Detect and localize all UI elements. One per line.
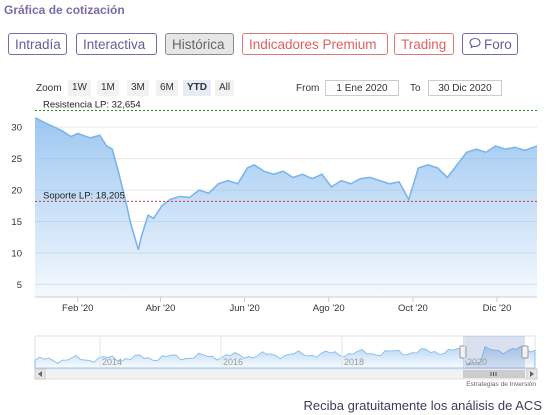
scroll-right-arrow-icon bbox=[530, 371, 534, 377]
zoom-button-6m[interactable]: 6M bbox=[156, 80, 178, 96]
chat-bubble-icon bbox=[469, 34, 481, 56]
x-tick-label: Abr '20 bbox=[146, 303, 176, 314]
price-area bbox=[35, 117, 537, 297]
scrollbar-thumb[interactable] bbox=[463, 370, 525, 378]
support-label: Soporte LP: 18,205 bbox=[43, 190, 125, 201]
tab-intradia[interactable]: Intradía bbox=[8, 33, 67, 55]
scrollbar-grip-icon bbox=[490, 372, 497, 376]
from-date-input[interactable]: 1 Ene 2020 bbox=[325, 80, 399, 96]
zoom-button-3m[interactable]: 3M bbox=[127, 80, 149, 96]
scrollbar[interactable] bbox=[34, 368, 538, 380]
zoom-button-1w[interactable]: 1W bbox=[68, 80, 91, 96]
x-tick-label: Ago '20 bbox=[313, 303, 345, 314]
navigator-area bbox=[34, 345, 536, 369]
price-chart: 5 10 15 20 25 30 Resistencia LP: 32,654 Soport… bbox=[11, 99, 538, 388]
y-tick-label: 15 bbox=[11, 217, 22, 228]
footer-cta-link[interactable]: Reciba gratuitamente los análisis de ACS bbox=[303, 398, 542, 413]
navigator-year-label: 2014 bbox=[102, 357, 122, 367]
y-tick-label: 20 bbox=[11, 186, 22, 197]
tab-foro[interactable]: Foro bbox=[462, 33, 518, 55]
x-tick-label: Dic '20 bbox=[483, 303, 512, 314]
navigator[interactable]: 2014 2016 2018 2020 bbox=[34, 335, 536, 370]
tab-trading[interactable]: Trading bbox=[394, 33, 454, 55]
tab-historica[interactable]: Histórica bbox=[165, 33, 234, 55]
to-label: To bbox=[410, 83, 421, 94]
navigator-year-label: 2018 bbox=[344, 357, 364, 367]
x-tick-label: Oct '20 bbox=[398, 303, 428, 314]
zoom-button-ytd[interactable]: YTD bbox=[183, 80, 211, 96]
resistance-label: Resistencia LP: 32,654 bbox=[43, 99, 141, 110]
y-tick-label: 25 bbox=[11, 154, 22, 165]
navigator-selection[interactable] bbox=[463, 336, 525, 369]
tab-interactiva[interactable]: Interactiva bbox=[76, 33, 157, 55]
tab-foro-label: Foro bbox=[484, 37, 512, 52]
y-tick-label: 5 bbox=[17, 280, 22, 291]
chart-credit[interactable]: Estrategias de Inversión bbox=[466, 381, 536, 388]
to-date-input[interactable]: 30 Dic 2020 bbox=[428, 80, 502, 96]
y-tick-label: 30 bbox=[11, 123, 22, 134]
scroll-left-arrow-icon bbox=[38, 371, 42, 377]
x-tick-label: Jun '20 bbox=[229, 303, 259, 314]
scrollbar-track[interactable] bbox=[34, 368, 538, 380]
navigator-right-handle[interactable] bbox=[521, 345, 529, 359]
navigator-year-label: 2016 bbox=[223, 357, 243, 367]
navigator-year-label: 2020 bbox=[467, 357, 487, 367]
zoom-label: Zoom bbox=[36, 83, 62, 94]
price-line bbox=[34, 116, 538, 251]
from-label: From bbox=[296, 83, 320, 94]
chart-section-title: Gráfica de cotización bbox=[4, 3, 125, 17]
range-selector: Zoom 1W 1M 3M 6M YTD All From 1 Ene 2020… bbox=[0, 80, 550, 98]
zoom-button-all[interactable]: All bbox=[215, 80, 235, 96]
x-tick-label: Feb '20 bbox=[62, 303, 93, 314]
zoom-button-1m[interactable]: 1M bbox=[97, 80, 119, 96]
tab-indicadores-premium[interactable]: Indicadores Premium bbox=[242, 33, 388, 55]
y-tick-label: 10 bbox=[11, 248, 22, 259]
